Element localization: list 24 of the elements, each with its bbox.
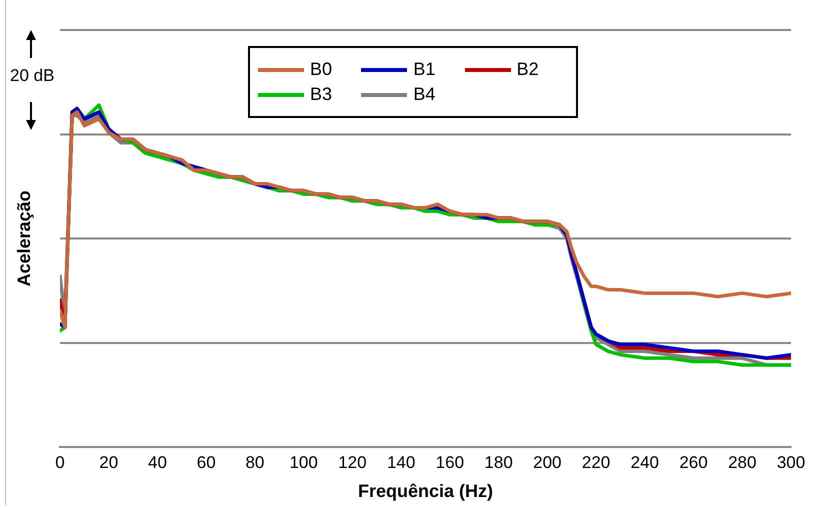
legend-label: B3 <box>309 84 334 105</box>
x-tick-label: 120 <box>338 452 367 472</box>
x-tick-label: 220 <box>582 452 610 472</box>
y-axis-title: Aceleração <box>14 190 34 287</box>
x-axis-title: Frequência (Hz) <box>358 481 494 502</box>
x-tick-label: 80 <box>245 452 264 472</box>
legend-label: B2 <box>516 59 540 80</box>
x-tick-label: 180 <box>484 452 513 472</box>
x-tick-label: 160 <box>436 452 464 472</box>
x-tick-label: 260 <box>679 452 708 472</box>
x-tick-label: 20 <box>99 452 118 472</box>
legend-label: B0 <box>309 59 334 80</box>
x-tick-label: 240 <box>630 452 659 472</box>
x-tick-label: 280 <box>728 452 756 472</box>
legend-label: B1 <box>412 59 436 80</box>
x-tick-label: 100 <box>289 452 318 472</box>
x-tick-label: 140 <box>386 452 416 472</box>
x-tick-label: 60 <box>196 452 216 472</box>
x-tick-label: 0 <box>55 452 65 472</box>
text: 20 dB <box>10 66 54 86</box>
x-tick-label: 200 <box>533 452 562 472</box>
legend-label: B4 <box>412 84 436 105</box>
x-tick-label: 40 <box>148 452 167 472</box>
x-tick-label: 300 <box>776 452 806 472</box>
